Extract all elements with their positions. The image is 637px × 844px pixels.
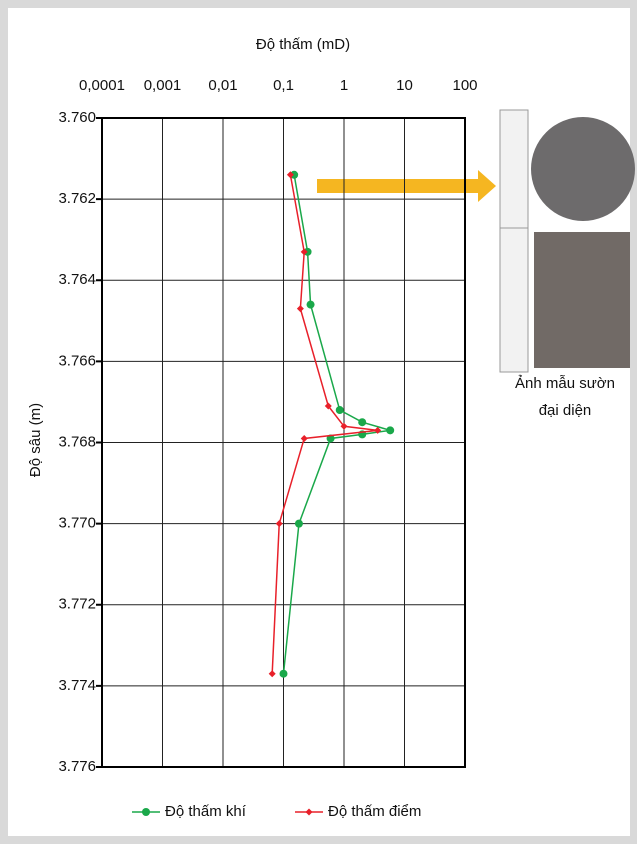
y-tick-label: 3.760 — [58, 109, 96, 126]
sample-photos — [500, 110, 635, 372]
point — [386, 426, 394, 434]
ruler — [500, 110, 528, 230]
legend-label: Độ thấm điểm — [328, 803, 421, 820]
x-tick-label: 0,01 — [208, 77, 237, 94]
caption: Ảnh mẫu sườn — [515, 375, 615, 392]
point — [280, 670, 288, 678]
point — [336, 406, 344, 414]
core-photo-top — [531, 117, 635, 221]
x-tick-label: 0,1 — [273, 77, 294, 94]
ruler — [500, 228, 528, 372]
y-tick-label: 3.776 — [58, 758, 96, 775]
x-tick-label: 0,0001 — [79, 77, 125, 94]
x-tick-label: 0,001 — [144, 77, 182, 94]
point — [307, 301, 315, 309]
y-axis-title: Độ sâu (m) — [27, 403, 44, 477]
x-tick-label: 10 — [396, 77, 413, 94]
page: Độ thấm (mD) Độ sâu (m) Ảnh mẫu sườn đại… — [0, 0, 637, 844]
y-tick-label: 3.764 — [58, 271, 96, 288]
legend-label: Độ thấm khí — [165, 803, 247, 820]
caption: đại diện — [539, 402, 592, 419]
arrow-shaft — [317, 179, 480, 193]
y-tick-label: 3.774 — [58, 677, 96, 694]
y-tick-label: 3.768 — [58, 433, 96, 450]
x-tick-label: 1 — [340, 77, 348, 94]
legend-marker — [142, 808, 150, 816]
y-tick-label: 3.766 — [58, 352, 96, 369]
x-axis-title: Độ thấm (mD) — [256, 36, 350, 53]
x-tick-label: 100 — [452, 77, 477, 94]
core-photo-side — [534, 232, 630, 368]
y-tick-label: 3.770 — [58, 515, 96, 532]
point — [295, 520, 303, 528]
point — [358, 418, 366, 426]
chart: Độ thấm (mD) Độ sâu (m) Ảnh mẫu sườn đại… — [0, 0, 637, 844]
y-tick-label: 3.762 — [58, 190, 96, 207]
y-tick-label: 3.772 — [58, 596, 96, 613]
